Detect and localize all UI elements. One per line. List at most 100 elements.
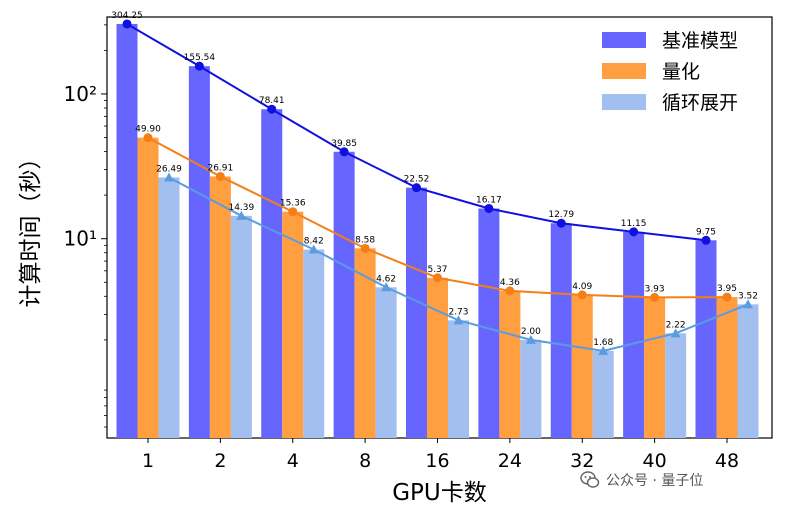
data-label-2-24: 4.36 bbox=[500, 278, 520, 288]
data-label-3-48: 3.52 bbox=[738, 291, 758, 301]
marker-3-2 bbox=[236, 210, 247, 220]
bar-1-16 bbox=[406, 187, 427, 438]
bar-1-48 bbox=[695, 240, 717, 438]
bar-3-24 bbox=[520, 339, 542, 438]
marker-3-8 bbox=[381, 282, 392, 292]
legend-label-2: 量化 bbox=[662, 61, 700, 83]
x-tick-label-24: 24 bbox=[498, 450, 522, 472]
bar-1-1 bbox=[116, 23, 138, 438]
marker-3-32 bbox=[598, 345, 609, 355]
x-tick-label-4: 4 bbox=[287, 450, 299, 472]
bar-2-16 bbox=[427, 277, 448, 438]
marker-3-40 bbox=[670, 328, 681, 338]
data-labels-layer: 304.25 155.54 78.41 39.85 22.52 16.17 12.79 11.… bbox=[111, 11, 758, 348]
watermark: 公众号 · 量子位 bbox=[574, 468, 710, 492]
bar-1-8 bbox=[333, 151, 355, 438]
marker-1-1 bbox=[122, 19, 132, 29]
legend-label-3: 循环展开 bbox=[662, 92, 738, 114]
legend-swatch-3 bbox=[602, 94, 646, 110]
marker-2-32 bbox=[577, 290, 587, 300]
marker-2-40 bbox=[650, 292, 660, 302]
bar-3-2 bbox=[230, 215, 252, 438]
x-tick-label-40: 40 bbox=[643, 450, 667, 472]
bars-layer bbox=[116, 23, 759, 439]
data-label-1-24: 16.17 bbox=[476, 195, 502, 205]
marker-2-2 bbox=[215, 171, 225, 181]
bar-2-8 bbox=[354, 248, 376, 438]
data-label-1-48: 9.75 bbox=[696, 227, 716, 237]
bar-3-1 bbox=[158, 177, 180, 438]
bar-1-2 bbox=[188, 66, 210, 439]
data-label-1-32: 12.79 bbox=[548, 210, 574, 220]
bar-3-16 bbox=[448, 320, 469, 438]
marker-3-1 bbox=[164, 172, 174, 182]
x-tick-label-16: 16 bbox=[425, 450, 449, 472]
data-label-3-2: 14.39 bbox=[228, 203, 254, 213]
data-label-3-1: 26.49 bbox=[156, 164, 182, 174]
x-tick-label-2: 2 bbox=[214, 450, 226, 472]
data-label-3-4: 8.42 bbox=[304, 237, 324, 247]
bar-2-32 bbox=[571, 294, 593, 438]
bar-2-2 bbox=[209, 176, 231, 438]
marker-1-8 bbox=[339, 147, 349, 157]
marker-3-24 bbox=[525, 334, 536, 344]
data-label-2-40: 3.93 bbox=[645, 284, 665, 294]
bar-3-40 bbox=[665, 333, 687, 438]
data-label-1-4: 78.41 bbox=[259, 96, 285, 106]
marker-1-40 bbox=[629, 227, 639, 237]
data-label-2-16: 5.37 bbox=[427, 265, 447, 275]
legend-label-1: 基准模型 bbox=[662, 30, 738, 52]
marker-3-16 bbox=[453, 315, 464, 325]
marker-2-8 bbox=[360, 243, 370, 253]
marker-3-4 bbox=[308, 244, 319, 254]
data-label-2-32: 4.09 bbox=[572, 282, 592, 292]
data-label-3-40: 2.22 bbox=[666, 320, 686, 330]
x-tick-label-48: 48 bbox=[715, 450, 739, 472]
data-label-1-1: 304.25 bbox=[111, 11, 143, 21]
data-label-2-48: 3.95 bbox=[717, 284, 737, 294]
marker-1-4 bbox=[267, 104, 277, 114]
marker-1-48 bbox=[701, 235, 711, 245]
bar-2-40 bbox=[644, 297, 666, 438]
data-label-3-24: 2.00 bbox=[521, 327, 541, 337]
bar-3-8 bbox=[375, 287, 397, 438]
data-label-2-2: 26.91 bbox=[207, 163, 233, 173]
x-tick-label-32: 32 bbox=[570, 450, 594, 472]
bar-2-1 bbox=[137, 137, 159, 438]
x-axis-label: GPU卡数 bbox=[392, 480, 487, 506]
data-label-1-2: 155.54 bbox=[184, 53, 216, 63]
marker-2-24 bbox=[505, 286, 515, 296]
bar-1-40 bbox=[623, 231, 645, 438]
marker-2-4 bbox=[288, 207, 298, 217]
x-tick-label-1: 1 bbox=[142, 450, 154, 472]
bar-2-4 bbox=[282, 211, 304, 438]
bar-2-48 bbox=[716, 297, 738, 438]
data-label-3-32: 1.68 bbox=[593, 338, 613, 348]
data-label-2-8: 8.58 bbox=[355, 235, 375, 245]
legend-swatch-2 bbox=[602, 63, 646, 79]
y-tick-label-100: 10² bbox=[64, 82, 97, 106]
marker-1-16 bbox=[412, 183, 421, 193]
legend-swatch-1 bbox=[602, 32, 646, 48]
marker-2-16 bbox=[433, 273, 442, 283]
bar-3-48 bbox=[737, 304, 759, 438]
bar-1-24 bbox=[478, 208, 500, 438]
bar-2-24 bbox=[499, 290, 521, 438]
data-label-3-16: 2.73 bbox=[448, 307, 468, 317]
y-axis-label: 计算时间（秒） bbox=[18, 147, 44, 308]
wechat-icon bbox=[580, 471, 600, 488]
bar-3-4 bbox=[303, 249, 325, 438]
data-label-2-1: 49.90 bbox=[135, 125, 161, 135]
bar-1-4 bbox=[261, 109, 283, 438]
marker-1-24 bbox=[484, 203, 494, 213]
marker-2-48 bbox=[722, 292, 732, 302]
bar-3-32 bbox=[592, 350, 614, 438]
data-label-1-40: 11.15 bbox=[621, 219, 647, 229]
data-label-1-8: 39.85 bbox=[331, 139, 357, 149]
marker-2-1 bbox=[143, 133, 153, 143]
data-label-1-16: 22.52 bbox=[404, 175, 430, 185]
